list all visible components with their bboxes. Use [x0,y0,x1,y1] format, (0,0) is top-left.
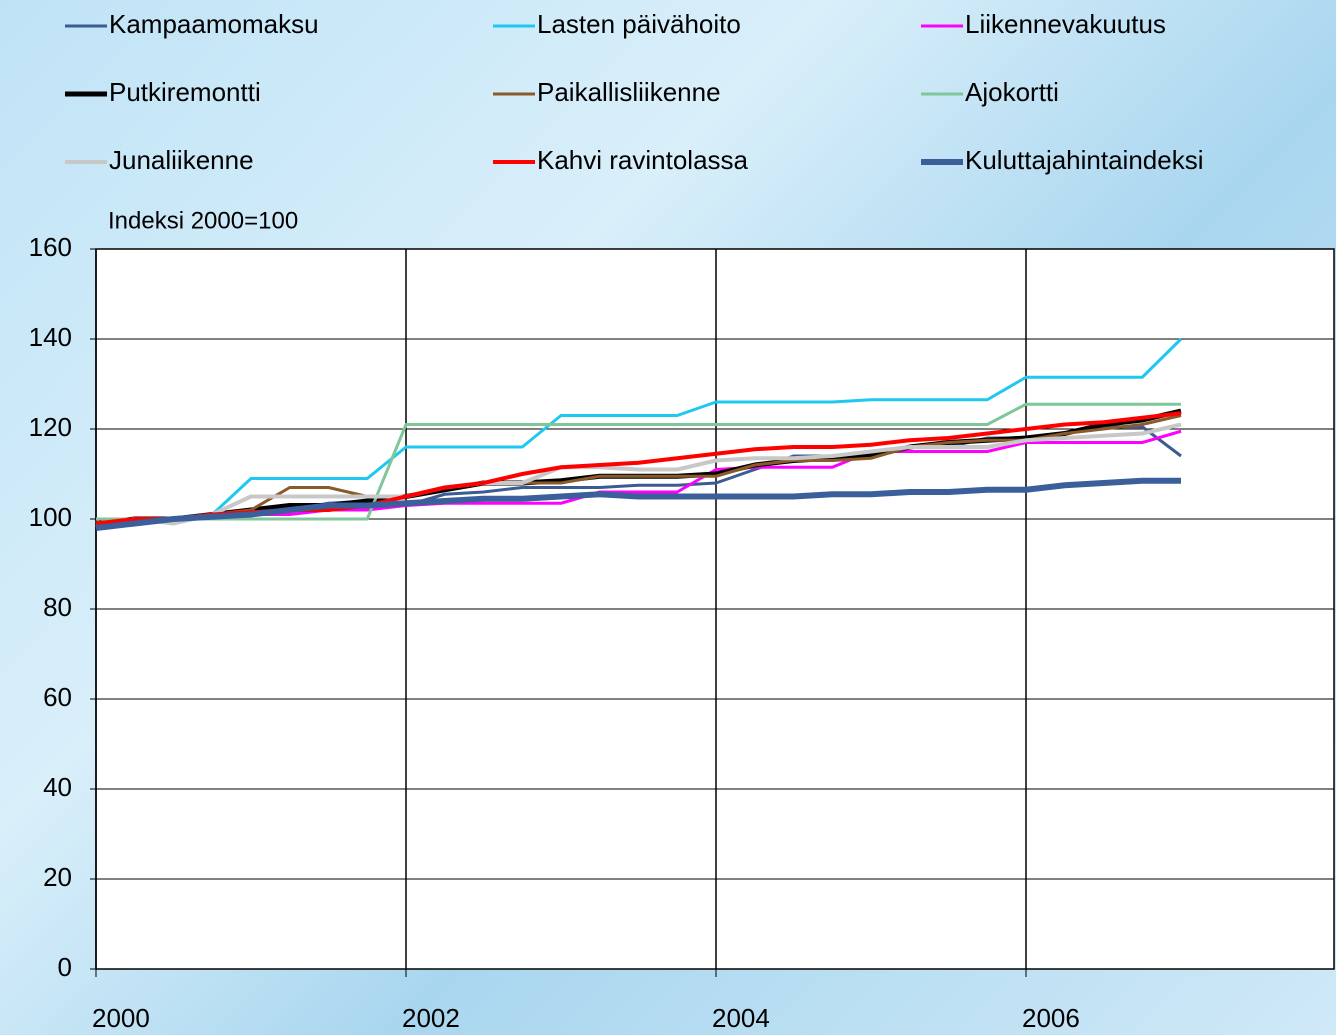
y-tick-label: 100 [29,502,72,532]
x-tick-label: 2000 [92,1003,150,1033]
y-tick-label: 0 [58,952,72,982]
y-tick-label: 20 [43,862,72,892]
page: Indeksi 2000=100 0 20 40 60 80 100 120 140 160 20… [0,0,1336,1035]
y-tick-label: 120 [29,412,72,442]
legend-label: Paikallisliikenne [537,77,721,107]
x-tick-label: 2004 [712,1003,770,1033]
legend-label: Kuluttajahintaindeksi [965,145,1204,175]
legend-label: Lasten päivähoito [537,9,741,39]
legend-label: Liikennevakuutus [965,9,1166,39]
chart: Indeksi 2000=100 0 20 40 60 80 100 120 140 160 20… [0,0,1336,1035]
y-tick-label: 140 [29,322,72,352]
y-tick-label: 80 [43,592,72,622]
x-tick-label: 2006 [1022,1003,1080,1033]
y-axis-label: Indeksi 2000=100 [108,207,298,234]
legend-label: Ajokortti [965,77,1059,107]
legend-label: Kahvi ravintolassa [537,145,749,175]
y-tick-label: 40 [43,772,72,802]
legend-label: Kampaamomaksu [109,9,319,39]
y-tick-label: 160 [29,232,72,262]
x-tick-label: 2002 [402,1003,460,1033]
legend-label: Junaliikenne [109,145,254,175]
legend-label: Putkiremontti [109,77,261,107]
y-tick-label: 60 [43,682,72,712]
